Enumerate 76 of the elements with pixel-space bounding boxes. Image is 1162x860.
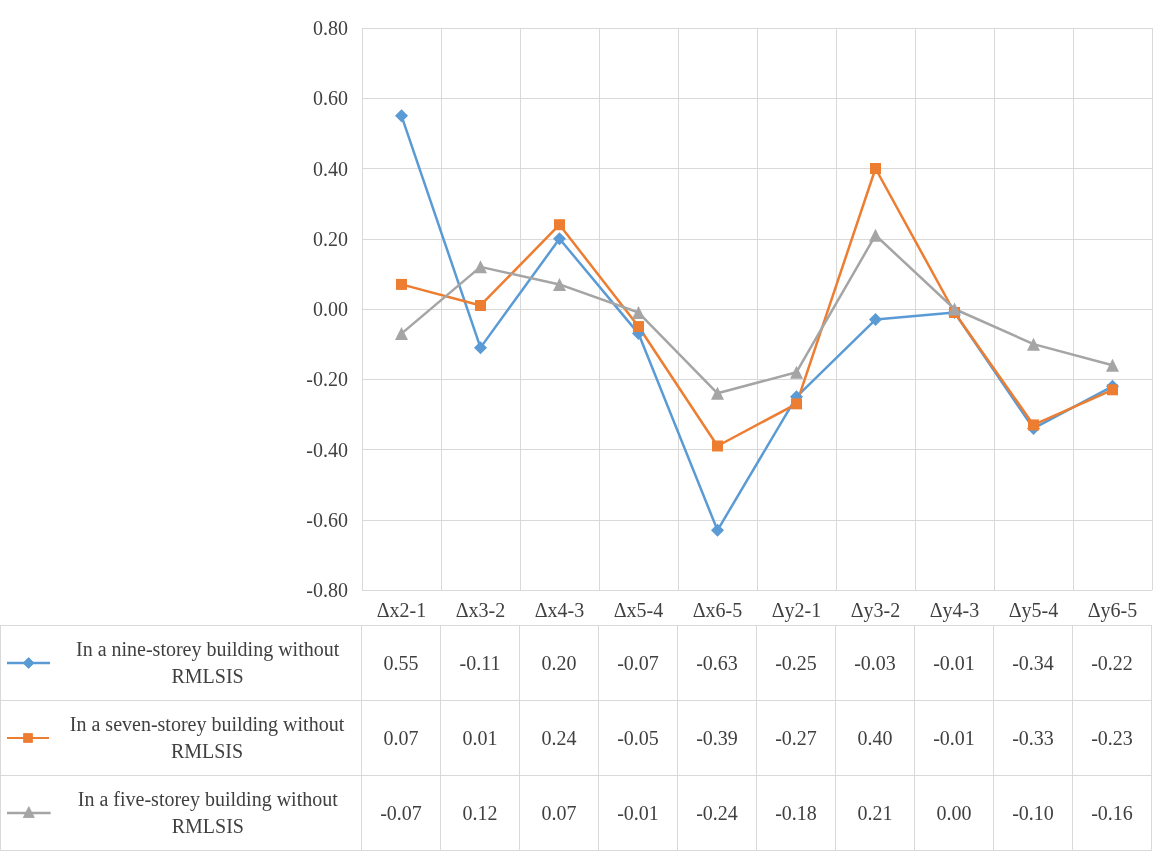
point bbox=[395, 327, 408, 341]
point bbox=[632, 306, 645, 320]
data-label: -0.10 bbox=[993, 775, 1073, 851]
data-label: -0.07 bbox=[598, 625, 678, 701]
data-label: -0.18 bbox=[756, 775, 836, 851]
point bbox=[474, 341, 487, 355]
point bbox=[790, 365, 803, 379]
point bbox=[633, 321, 644, 333]
data-label: -0.01 bbox=[914, 625, 994, 701]
legend-label: In a nine-storey building without RMLSIS bbox=[74, 637, 341, 689]
data-label: -0.01 bbox=[598, 775, 678, 851]
y-tick-label: 0.80 bbox=[313, 17, 348, 39]
x-tick-label: Δy3-2 bbox=[850, 599, 901, 622]
data-label: 0.12 bbox=[440, 775, 520, 851]
data-label: 0.40 bbox=[835, 700, 915, 776]
point bbox=[1027, 337, 1040, 351]
data-label: 0.07 bbox=[519, 775, 599, 851]
y-tick-label: 0.40 bbox=[313, 157, 348, 180]
point bbox=[395, 109, 408, 123]
data-label: -0.63 bbox=[677, 625, 757, 701]
point bbox=[475, 299, 486, 311]
data-label: 0.55 bbox=[361, 625, 441, 701]
y-tick-label: -0.60 bbox=[306, 508, 348, 531]
point bbox=[870, 163, 881, 174]
data-label: -0.25 bbox=[756, 625, 836, 701]
legend-label: In a seven-storey building without RMLSIS bbox=[68, 712, 346, 764]
point bbox=[1107, 384, 1118, 396]
data-label: -0.11 bbox=[440, 625, 520, 701]
point bbox=[396, 278, 407, 290]
legend-label: In a five-storey building without RMLSIS bbox=[76, 787, 339, 839]
data-label: -0.27 bbox=[756, 700, 836, 776]
data-label: 0.07 bbox=[361, 700, 441, 776]
point bbox=[711, 386, 724, 400]
x-tick-label: Δy2-1 bbox=[771, 599, 822, 622]
data-label: 0.21 bbox=[835, 775, 915, 851]
data-label: -0.23 bbox=[1072, 700, 1152, 776]
point bbox=[869, 228, 882, 242]
point bbox=[554, 219, 565, 231]
x-tick-label: Δx3-2 bbox=[455, 599, 506, 621]
data-label: -0.07 bbox=[361, 775, 441, 851]
y-tick-label: 0.20 bbox=[313, 227, 348, 250]
point bbox=[711, 523, 724, 537]
y-tick-label: 0.60 bbox=[313, 87, 348, 110]
data-label: -0.05 bbox=[598, 700, 678, 776]
data-label: 0.00 bbox=[914, 775, 994, 851]
data-label: -0.34 bbox=[993, 625, 1073, 701]
data-label: 0.20 bbox=[519, 625, 599, 701]
data-label: -0.33 bbox=[993, 700, 1073, 776]
y-tick-label: 0.00 bbox=[313, 298, 348, 320]
y-tick-label: -0.40 bbox=[306, 438, 348, 461]
data-label: -0.16 bbox=[1072, 775, 1152, 851]
data-label: -0.03 bbox=[835, 625, 915, 701]
x-tick-label: Δy5-4 bbox=[1008, 599, 1059, 622]
x-tick-label: Δx4-3 bbox=[534, 599, 585, 621]
y-tick-label: -0.20 bbox=[306, 368, 348, 391]
x-tick-label: Δx2-1 bbox=[376, 599, 427, 621]
data-label: -0.01 bbox=[914, 700, 994, 776]
data-label: 0.01 bbox=[440, 700, 520, 776]
data-label: -0.22 bbox=[1072, 625, 1152, 701]
x-tick-label: Δy6-5 bbox=[1087, 599, 1138, 622]
x-tick-label: Δx5-4 bbox=[613, 599, 664, 621]
point bbox=[791, 398, 802, 410]
data-label: -0.24 bbox=[677, 775, 757, 851]
point bbox=[553, 232, 566, 246]
point bbox=[474, 260, 487, 274]
y-tick-label: -0.80 bbox=[306, 579, 348, 601]
point bbox=[1028, 419, 1039, 431]
data-label: 0.24 bbox=[519, 700, 599, 776]
point bbox=[1106, 358, 1119, 372]
x-tick-label: Δy4-3 bbox=[929, 599, 980, 622]
point bbox=[712, 440, 723, 452]
x-tick-label: Δx6-5 bbox=[692, 599, 743, 621]
point bbox=[869, 313, 882, 327]
data-label: -0.39 bbox=[677, 700, 757, 776]
point bbox=[948, 302, 961, 316]
point bbox=[553, 277, 566, 291]
